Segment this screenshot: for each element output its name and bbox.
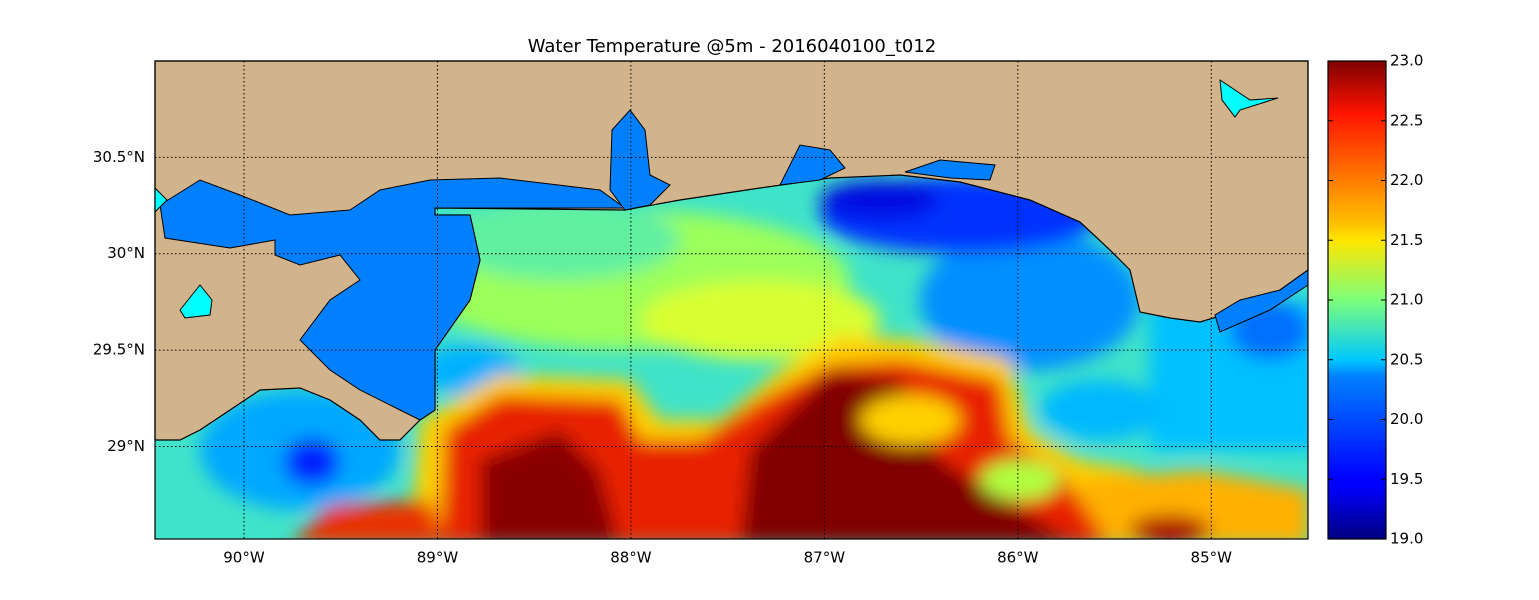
- colorbar-tick-label: 21.5: [1390, 231, 1423, 249]
- x-tick-label: 90°W: [223, 549, 265, 567]
- x-tick-label: 89°W: [417, 549, 459, 567]
- map-title: Water Temperature @5m - 2016040100_t012: [528, 36, 937, 57]
- labels: 90°W 89°W 88°W 87°W 86°W 85°W 29°N 29.5°N 30°N 30…: [93, 52, 1424, 567]
- x-tick-label: 86°W: [997, 549, 1039, 567]
- colorbar-tick-label: 20.5: [1390, 350, 1423, 368]
- colorbar-tick-label: 21.0: [1390, 291, 1423, 309]
- colorbar-tick-label: 20.0: [1390, 410, 1423, 428]
- colorbar-tick-label: 19.0: [1390, 530, 1423, 548]
- colorbar: [1327, 60, 1387, 540]
- x-tick-label: 87°W: [804, 549, 846, 567]
- colorbar-tick-label: 23.0: [1390, 52, 1423, 70]
- colorbar-tick-label: 22.5: [1390, 111, 1423, 129]
- colorbar-tick-label: 19.5: [1390, 470, 1423, 488]
- y-tick-label: 29.5°N: [93, 341, 145, 359]
- land: [154, 60, 1309, 441]
- x-tick-label: 85°W: [1191, 549, 1233, 567]
- map-frame: [154, 60, 1309, 540]
- y-tick-label: 30.5°N: [93, 148, 145, 166]
- y-tick-label: 29°N: [107, 437, 145, 455]
- grid: [155, 61, 1308, 539]
- x-tick-label: 88°W: [610, 549, 652, 567]
- colorbar-tick-label: 22.0: [1390, 171, 1423, 189]
- y-tick-label: 30°N: [107, 244, 145, 262]
